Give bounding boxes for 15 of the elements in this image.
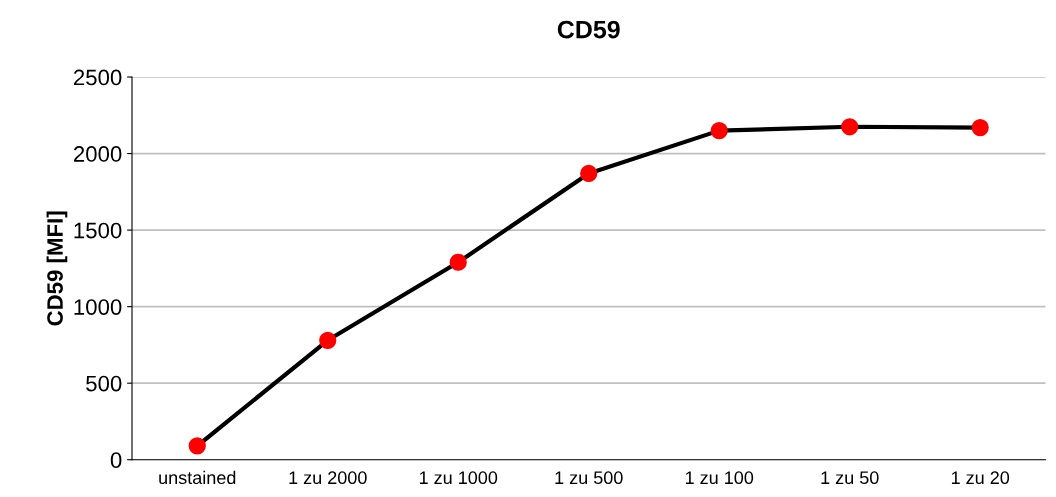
y-axis-title: CD59 [MFI] <box>46 211 68 326</box>
x-tick-label: 1 zu 500 <box>555 471 623 485</box>
x-tick-label: 1 zu 20 <box>951 471 1010 485</box>
x-tick-label: 1 zu 50 <box>821 471 879 485</box>
y-tick-label: 1500 <box>74 222 122 239</box>
y-tick-label: 1000 <box>74 299 122 315</box>
x-tick-label: 1 zu 1000 <box>419 471 498 485</box>
y-tick-label: 500 <box>86 375 122 392</box>
x-tick-label: 1 zu 2000 <box>289 471 367 485</box>
y-tick-label: 2000 <box>73 146 122 162</box>
x-tick-label: unstained <box>159 470 236 485</box>
x-tick-label: 1 zu 100 <box>685 471 754 485</box>
chart-title: CD59 <box>557 20 620 39</box>
y-tick-label: 2500 <box>73 69 122 86</box>
y-tick-label: 0 <box>110 452 122 468</box>
